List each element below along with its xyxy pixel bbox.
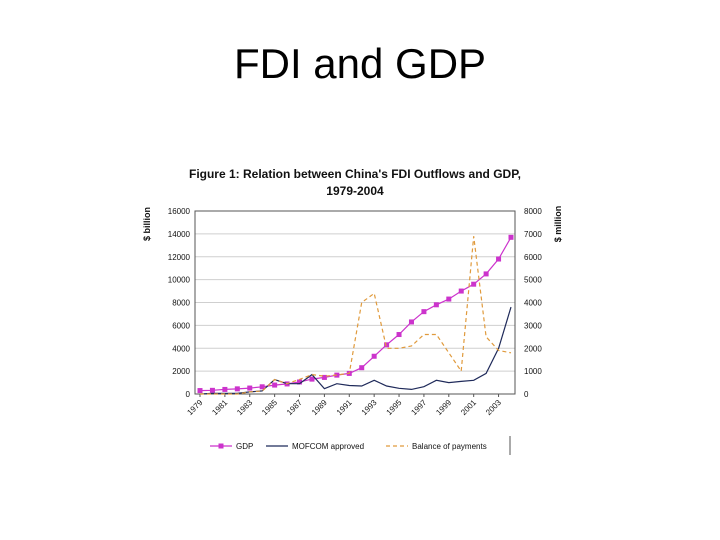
chart-title-line1: Figure 1: Relation between China's FDI O…	[189, 167, 521, 181]
left-tick-label: 12000	[168, 253, 191, 262]
gdp-point	[272, 382, 278, 388]
right-tick-label: 4000	[524, 299, 542, 308]
x-tick-label: 1983	[235, 398, 254, 417]
gdp-point	[471, 281, 477, 287]
gdp-point	[384, 342, 390, 348]
series-line-gdp	[199, 237, 512, 392]
left-tick-label: 6000	[172, 321, 190, 330]
series-layer	[197, 234, 514, 395]
gdp-point	[209, 387, 215, 393]
gdp-point	[508, 234, 514, 240]
gdp-point	[321, 374, 327, 380]
gdp-point	[234, 386, 240, 392]
left-tick-label: 16000	[168, 207, 191, 216]
x-tick-label: 2003	[484, 398, 503, 417]
right-axis-label: $ million	[553, 206, 563, 243]
legend-label: Balance of payments	[412, 442, 487, 451]
gdp-point	[421, 309, 427, 315]
x-tick-label: 1989	[310, 398, 329, 417]
right-tick-label: 8000	[524, 207, 542, 216]
gdp-point	[446, 296, 452, 302]
left-tick-label: 4000	[172, 344, 190, 353]
gdp-point	[222, 386, 228, 392]
gdp-point	[433, 302, 439, 308]
right-tick-label: 2000	[524, 344, 542, 353]
right-tick-label: 5000	[524, 276, 542, 285]
gdp-point	[309, 376, 315, 382]
grid-lines	[195, 233, 515, 372]
gdp-point	[496, 256, 502, 262]
gdp-point	[259, 384, 265, 390]
x-tick-label: 1991	[335, 398, 354, 417]
legend-label: MOFCOM approved	[292, 442, 364, 451]
x-tick-label: 1993	[360, 398, 379, 417]
right-axis: 0 1000 2000 3000 4000 5000 6000 7000 8000	[524, 207, 542, 399]
legend-label: GDP	[236, 442, 253, 451]
chart-title-line2: 1979-2004	[326, 184, 384, 198]
x-tick-label: 1997	[409, 398, 428, 417]
right-tick-label: 7000	[524, 230, 542, 239]
left-tick-label: 10000	[168, 276, 191, 285]
x-tick-label: 1985	[260, 398, 279, 417]
left-axis-label: $ billion	[142, 207, 152, 241]
legend: GDP MOFCOM approved Balance of payments	[210, 442, 487, 451]
series-line-mofcom-approved	[199, 306, 512, 395]
gdp-point	[458, 288, 464, 294]
slide-title: FDI and GDP	[233, 40, 487, 87]
gdp-point	[371, 353, 377, 359]
right-tick-label: 1000	[524, 367, 542, 376]
left-tick-label: 0	[186, 390, 191, 399]
series-line-balance-of-payments	[200, 236, 512, 395]
gdp-point	[408, 319, 414, 325]
gdp-point	[197, 388, 203, 394]
right-tick-label: 6000	[524, 253, 542, 262]
x-tick-label: 2001	[459, 398, 478, 417]
gdp-point	[483, 271, 489, 277]
right-tick-label: 3000	[524, 321, 542, 330]
gdp-point	[297, 379, 303, 385]
left-tick-label: 14000	[168, 230, 191, 239]
plot-frame	[194, 210, 516, 395]
gdp-point	[396, 332, 402, 338]
x-axis: 1979 1981 1983 1985 1987 1989 1991 1993 1995 1997…	[185, 394, 503, 417]
left-tick-label: 8000	[172, 299, 190, 308]
right-tick-label: 0	[524, 390, 529, 399]
legend-marker	[218, 443, 224, 449]
gdp-point	[247, 385, 253, 391]
left-tick-label: 2000	[172, 367, 190, 376]
x-tick-label: 1979	[185, 398, 204, 417]
x-tick-label: 1995	[385, 398, 404, 417]
left-axis: 0 2000 4000 6000 8000 10000 12000 14000 16000	[168, 207, 191, 399]
x-tick-label: 1981	[210, 398, 229, 417]
x-tick-label: 1999	[434, 398, 453, 417]
gdp-point	[359, 365, 365, 371]
x-tick-label: 1987	[285, 398, 304, 417]
